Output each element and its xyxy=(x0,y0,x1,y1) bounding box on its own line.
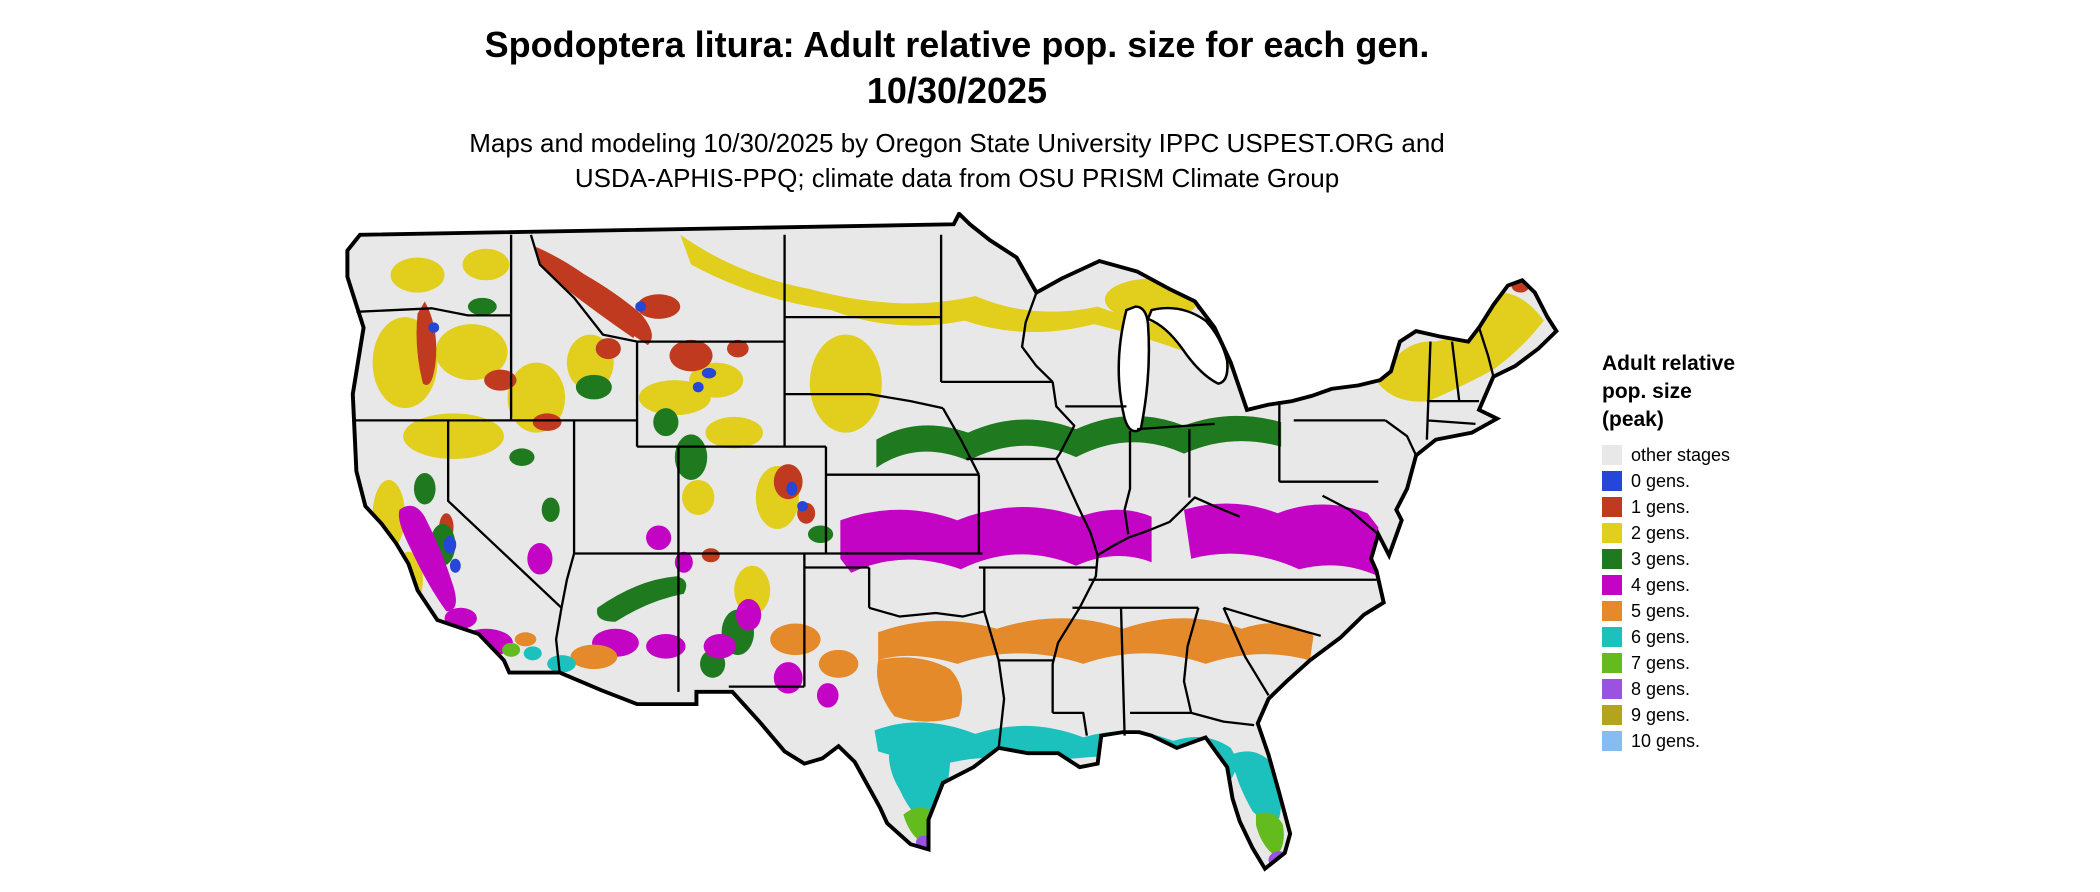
legend-swatch-2-gens xyxy=(1602,523,1622,543)
legend-label: 8 gens. xyxy=(1631,679,1691,699)
legend-swatch-4-gens xyxy=(1602,575,1622,595)
legend-label: 7 gens. xyxy=(1631,653,1691,673)
legend-items: other stages 0 gens. 1 gens. 2 gens. 3 g… xyxy=(1602,442,1842,754)
legend-title-line-3: (peak) xyxy=(1602,408,1664,431)
us-map xyxy=(333,212,1578,888)
legend-label: 9 gens. xyxy=(1631,705,1691,725)
map-layer-4-gens xyxy=(398,503,1379,708)
legend-item-0-gens: 0 gens. xyxy=(1602,468,1842,494)
lake-michigan xyxy=(1117,305,1151,433)
legend-swatch-6-gens xyxy=(1602,627,1622,647)
legend-swatch-9-gens xyxy=(1602,705,1622,725)
legend-swatch-3-gens xyxy=(1602,549,1622,569)
legend-item-1-gens: 1 gens. xyxy=(1602,494,1842,520)
legend-swatch-8-gens xyxy=(1602,679,1622,699)
subtitle: Maps and modeling 10/30/2025 by Oregon S… xyxy=(0,126,1914,196)
subtitle-line-2: USDA-APHIS-PPQ; climate data from OSU PR… xyxy=(574,163,1340,193)
map-layer-1-gens xyxy=(416,247,1530,563)
legend-label: 3 gens. xyxy=(1631,549,1691,569)
map-layer-10-gens xyxy=(1280,865,1290,869)
legend-swatch-other-stages xyxy=(1602,445,1622,465)
legend-item-3-gens: 3 gens. xyxy=(1602,546,1842,572)
legend-label: 0 gens. xyxy=(1631,471,1691,491)
legend-label: 1 gens. xyxy=(1631,497,1691,517)
legend-label: 2 gens. xyxy=(1631,523,1691,543)
legend-item-4-gens: 4 gens. xyxy=(1602,572,1842,598)
legend-title-line-2: pop. size xyxy=(1602,380,1692,403)
legend-item-5-gens: 5 gens. xyxy=(1602,598,1842,624)
lake-huron xyxy=(1146,306,1229,385)
legend-label: 6 gens. xyxy=(1631,627,1691,647)
legend-item-other-stages: other stages xyxy=(1602,442,1842,468)
legend-item-7-gens: 7 gens. xyxy=(1602,650,1842,676)
header: Spodoptera litura: Adult relative pop. s… xyxy=(0,22,1914,196)
great-lakes xyxy=(1117,305,1229,433)
legend-label: other stages xyxy=(1631,445,1731,465)
legend: Adult relative pop. size (peak) other st… xyxy=(1602,350,1842,754)
map-layer-8-gens xyxy=(915,835,1291,869)
map-title-date: 10/30/2025 xyxy=(866,70,1048,111)
legend-label: 4 gens. xyxy=(1631,575,1691,595)
legend-title-line-1: Adult relative xyxy=(1602,352,1736,375)
map-layer-0-gens xyxy=(428,301,808,573)
subtitle-line-1: Maps and modeling 10/30/2025 by Oregon S… xyxy=(469,128,1445,158)
legend-label: 10 gens. xyxy=(1631,731,1701,751)
legend-swatch-10-gens xyxy=(1602,731,1622,751)
state-borders xyxy=(352,234,1495,749)
legend-swatch-5-gens xyxy=(1602,601,1622,621)
legend-swatch-1-gens xyxy=(1602,497,1622,517)
legend-swatch-7-gens xyxy=(1602,653,1622,673)
legend-label: 5 gens. xyxy=(1631,601,1691,621)
legend-item-8-gens: 8 gens. xyxy=(1602,676,1842,702)
legend-swatch-0-gens xyxy=(1602,471,1622,491)
map-layer-5-gens xyxy=(514,618,1314,722)
legend-item-9-gens: 9 gens. xyxy=(1602,702,1842,728)
legend-item-6-gens: 6 gens. xyxy=(1602,624,1842,650)
legend-item-10-gens: 10 gens. xyxy=(1602,728,1842,754)
legend-item-2-gens: 2 gens. xyxy=(1602,520,1842,546)
map-title: Spodoptera litura: Adult relative pop. s… xyxy=(484,24,1430,65)
us-map-svg xyxy=(345,212,1559,871)
